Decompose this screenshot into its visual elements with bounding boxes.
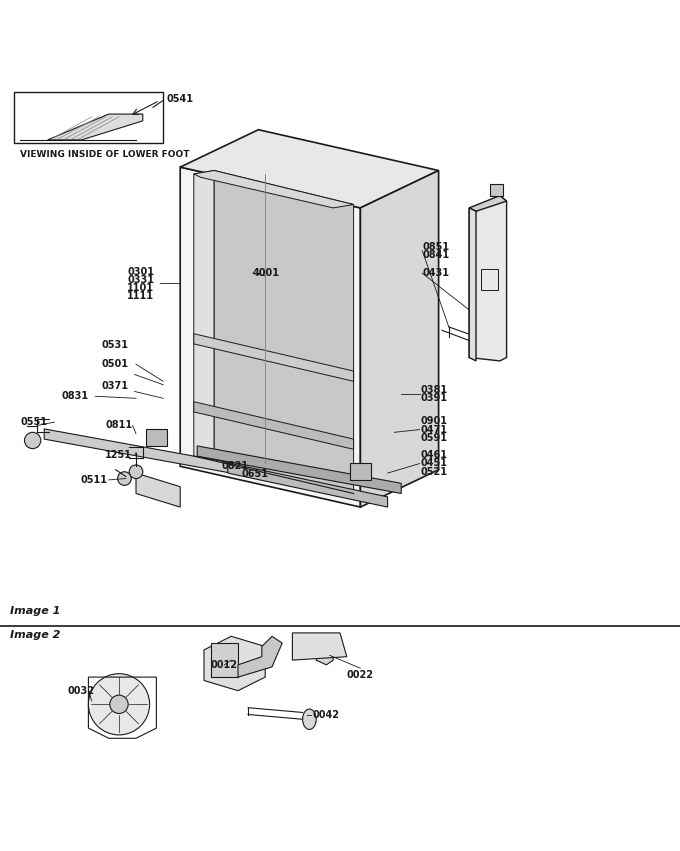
Text: 0551: 0551: [20, 417, 48, 427]
Circle shape: [109, 695, 128, 713]
Polygon shape: [469, 208, 476, 361]
Polygon shape: [350, 463, 371, 480]
Text: 1101: 1101: [127, 283, 154, 293]
Text: 4001: 4001: [253, 268, 280, 278]
Text: 0501: 0501: [102, 359, 129, 369]
Text: 0831: 0831: [61, 391, 88, 402]
Polygon shape: [146, 429, 167, 446]
Text: 1111: 1111: [127, 291, 154, 301]
Text: Image 2: Image 2: [10, 630, 61, 639]
Text: 0331: 0331: [127, 275, 154, 285]
Circle shape: [129, 465, 143, 478]
Polygon shape: [360, 170, 439, 507]
Text: 0591: 0591: [420, 433, 447, 443]
Text: 0901: 0901: [420, 416, 447, 426]
Polygon shape: [194, 170, 354, 208]
Text: 0042: 0042: [313, 710, 340, 719]
Text: 0471: 0471: [420, 425, 447, 435]
Bar: [211, 643, 238, 677]
Text: 0821: 0821: [221, 461, 248, 471]
Text: 0022: 0022: [347, 670, 374, 680]
Text: VIEWING INSIDE OF LOWER FOOT: VIEWING INSIDE OF LOWER FOOT: [20, 150, 190, 159]
Polygon shape: [238, 637, 282, 677]
Text: 0371: 0371: [102, 381, 129, 391]
Text: 0841: 0841: [422, 250, 449, 260]
Polygon shape: [194, 334, 354, 381]
Circle shape: [118, 471, 131, 485]
Polygon shape: [48, 114, 143, 140]
Polygon shape: [204, 637, 265, 691]
Circle shape: [24, 432, 41, 448]
Text: 0851: 0851: [422, 242, 449, 252]
Polygon shape: [194, 402, 354, 449]
Circle shape: [88, 674, 150, 735]
Polygon shape: [214, 170, 354, 497]
Text: 0541: 0541: [167, 94, 194, 104]
Polygon shape: [228, 463, 388, 507]
Text: 1251: 1251: [105, 450, 133, 460]
Text: 0511: 0511: [80, 475, 107, 485]
Polygon shape: [180, 167, 360, 507]
Polygon shape: [316, 643, 333, 665]
Text: 0431: 0431: [422, 268, 449, 278]
Polygon shape: [469, 196, 507, 361]
Text: 0381: 0381: [420, 386, 447, 395]
Ellipse shape: [303, 709, 316, 729]
Text: 0521: 0521: [420, 466, 447, 477]
Text: 0391: 0391: [420, 393, 447, 403]
Polygon shape: [194, 170, 214, 463]
Text: 0032: 0032: [68, 686, 95, 696]
Text: 0461: 0461: [420, 449, 447, 460]
Polygon shape: [197, 446, 401, 494]
Text: Image 1: Image 1: [10, 606, 61, 616]
Bar: [481, 269, 498, 289]
Polygon shape: [469, 196, 507, 211]
Text: 0451: 0451: [420, 458, 447, 468]
Polygon shape: [180, 129, 439, 208]
Text: 0531: 0531: [102, 340, 129, 351]
Text: 0012: 0012: [211, 660, 238, 670]
Text: 0301: 0301: [127, 267, 154, 277]
Polygon shape: [44, 429, 231, 473]
Polygon shape: [490, 184, 503, 196]
Text: 0651: 0651: [241, 470, 269, 479]
Polygon shape: [292, 633, 347, 660]
Polygon shape: [136, 473, 180, 507]
Bar: [14, 92, 163, 143]
Text: 0811: 0811: [105, 420, 133, 431]
